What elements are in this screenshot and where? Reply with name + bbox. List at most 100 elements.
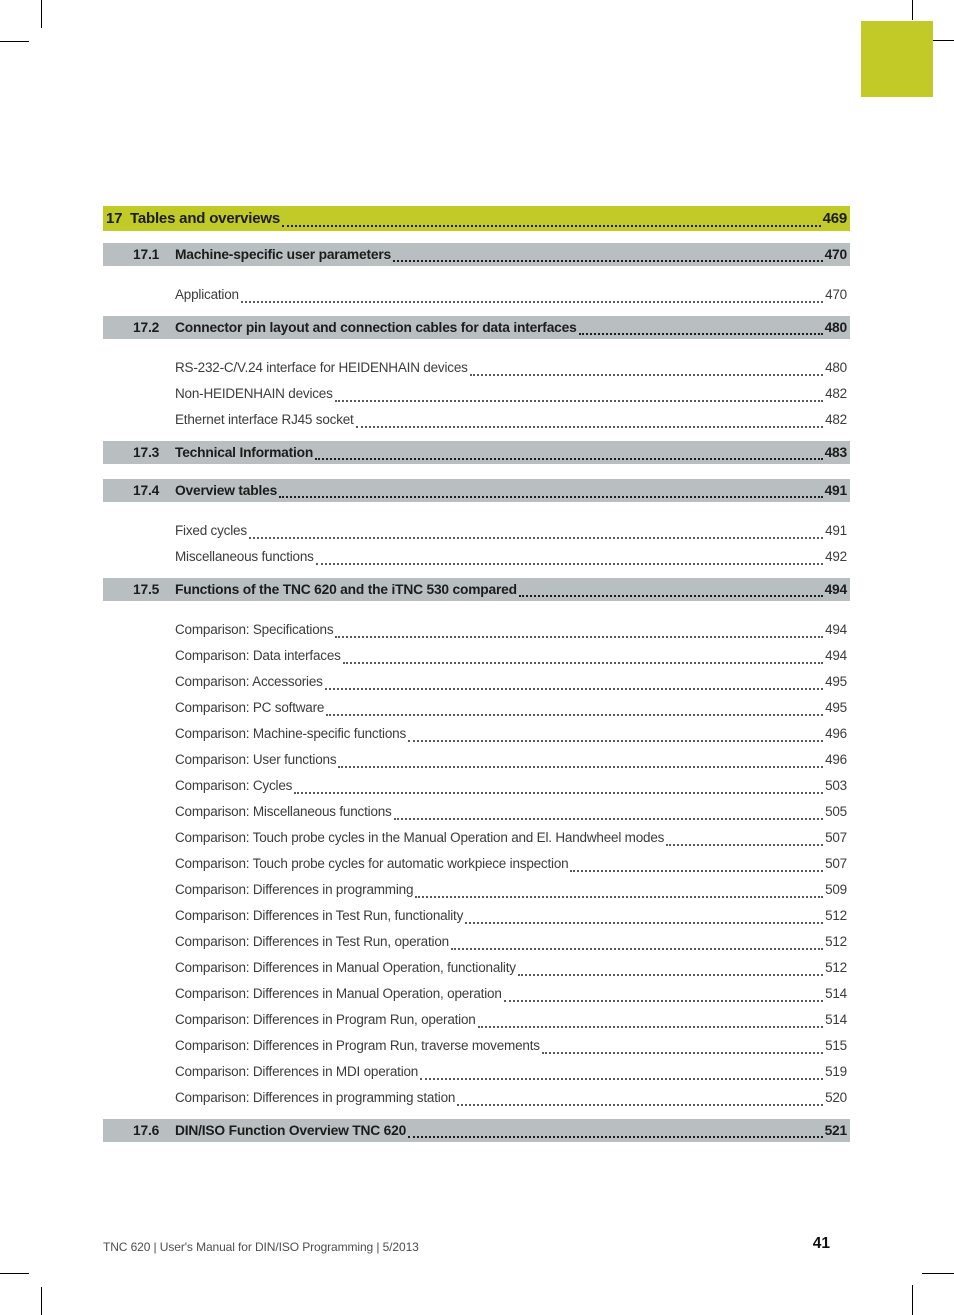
toc-section-entry[interactable]: 17.4 Overview tables 491 — [103, 479, 850, 502]
section-title: Technical Information — [175, 445, 314, 460]
dot-leader — [518, 578, 823, 597]
entry-page-number: 480 — [825, 360, 847, 375]
crop-mark-bottom-right-vertical — [912, 1285, 913, 1315]
toc-sub-entry[interactable]: Comparison: PC software 495 — [103, 695, 850, 721]
sub-entry-title: Non-HEIDENHAIN devices — [175, 386, 333, 401]
toc-sub-entry[interactable]: Application 470 — [103, 282, 850, 308]
toc-sub-entry[interactable]: Fixed cycles 491 — [103, 518, 850, 544]
entry-page-number: 509 — [825, 882, 847, 897]
toc-sub-entry[interactable]: Comparison: Touch probe cycles in the Ma… — [103, 825, 850, 851]
entry-page-number: 491 — [825, 523, 847, 538]
sub-entry-title: Comparison: Differences in Test Run, ope… — [175, 934, 449, 949]
entry-page-number: 494 — [825, 622, 847, 637]
entry-page-number: 521 — [824, 1123, 848, 1138]
toc-sub-entry[interactable]: Comparison: Differences in Program Run, … — [103, 1033, 850, 1059]
entry-page-number: 519 — [825, 1064, 847, 1079]
dot-leader — [326, 695, 824, 716]
sub-entry-title: Comparison: Differences in Manual Operat… — [175, 986, 502, 1001]
dot-leader — [408, 1119, 823, 1138]
dot-leader — [315, 544, 824, 565]
toc-sub-entry[interactable]: Non-HEIDENHAIN devices 482 — [103, 381, 850, 407]
dot-leader — [420, 1059, 824, 1080]
dot-leader — [465, 903, 824, 924]
crop-mark-bottom-right-horizontal — [922, 1273, 954, 1274]
toc-section-entry[interactable]: 17.3 Technical Information 483 — [103, 441, 850, 464]
toc-sub-entry[interactable]: Comparison: Specifications 494 — [103, 617, 850, 643]
dot-leader — [477, 1007, 824, 1028]
dot-leader — [248, 518, 824, 539]
dot-leader — [294, 773, 824, 794]
toc-sub-entry[interactable]: Comparison: Differences in Test Run, ope… — [103, 929, 850, 955]
dot-leader — [342, 643, 824, 664]
toc-section-entry[interactable]: 17.2 Connector pin layout and connection … — [103, 316, 850, 339]
toc-sub-entry[interactable]: Comparison: User functions 496 — [103, 747, 850, 773]
section-number: 17.4 — [133, 483, 160, 498]
toc-sub-entry[interactable]: Comparison: Differences in programming s… — [103, 1085, 850, 1111]
dot-leader — [393, 799, 824, 820]
toc-sub-entry[interactable]: Comparison: Differences in Program Run, … — [103, 1007, 850, 1033]
entry-page-number: 512 — [825, 908, 847, 923]
toc-sub-entry[interactable]: Comparison: Differences in MDI operation… — [103, 1059, 850, 1085]
sub-entry-title: Application — [175, 287, 239, 302]
toc-sub-entry[interactable]: Ethernet interface RJ45 socket 482 — [103, 407, 850, 433]
entry-page-number: 507 — [825, 856, 847, 871]
dot-leader — [469, 355, 824, 376]
crop-mark-top-left-horizontal — [0, 41, 29, 42]
toc-sub-entry[interactable]: Comparison: Differences in programming 50… — [103, 877, 850, 903]
entry-page-number: 494 — [825, 648, 847, 663]
dot-leader — [281, 206, 821, 227]
toc-sub-entry[interactable]: Comparison: Differences in Manual Operat… — [103, 981, 850, 1007]
entry-page-number: 514 — [825, 1012, 847, 1027]
toc-sub-entry[interactable]: Miscellaneous functions 492 — [103, 544, 850, 570]
dot-leader — [578, 316, 823, 335]
entry-page-number: 512 — [825, 934, 847, 949]
page-number: 41 — [812, 1235, 830, 1252]
entry-page-number: 492 — [825, 549, 847, 564]
crop-mark-top-left-vertical — [41, 0, 42, 28]
toc-section-entry[interactable]: 17.1 Machine-specific user parameters 470 — [103, 243, 850, 266]
entry-page-number: 470 — [825, 287, 847, 302]
entry-page-number: 491 — [824, 483, 848, 498]
toc-chapter-heading[interactable]: 17 Tables and overviews 469 — [103, 206, 850, 231]
sub-entry-title: Comparison: Specifications — [175, 622, 334, 637]
entry-page-number: 512 — [825, 960, 847, 975]
dot-leader — [335, 617, 824, 638]
toc-sub-entry[interactable]: Comparison: Cycles 503 — [103, 773, 850, 799]
sub-entry-title: Comparison: PC software — [175, 700, 325, 715]
entry-page-number: 483 — [824, 445, 848, 460]
toc-sub-entry[interactable]: Comparison: Touch probe cycles for autom… — [103, 851, 850, 877]
crop-mark-top-right-vertical — [912, 0, 913, 20]
entry-page-number: 494 — [824, 582, 848, 597]
entry-page-number: 496 — [825, 752, 847, 767]
toc-sub-entry[interactable]: RS-232-C/V.24 interface for HEIDENHAIN d… — [103, 355, 850, 381]
sub-entry-title: Fixed cycles — [175, 523, 247, 538]
toc-sub-entry[interactable]: Comparison: Machine-specific functions 49… — [103, 721, 850, 747]
sub-entry-title: Comparison: Accessories — [175, 674, 323, 689]
toc-sub-entry[interactable]: Comparison: Differences in Manual Operat… — [103, 955, 850, 981]
crop-mark-bottom-left-vertical — [41, 1287, 42, 1315]
chapter-number: 17 — [106, 210, 123, 227]
section-title: Overview tables — [175, 483, 278, 498]
section-number: 17.1 — [133, 247, 160, 262]
dot-leader — [338, 747, 824, 768]
dot-leader — [324, 669, 824, 690]
toc-entries: 17.1 Machine-specific user parameters 470 A… — [103, 243, 850, 1142]
section-number: 17.6 — [133, 1123, 160, 1138]
toc-sub-entry[interactable]: Comparison: Accessories 495 — [103, 669, 850, 695]
toc-section-entry[interactable]: 17.5 Functions of the TNC 620 and the iTN… — [103, 578, 850, 601]
toc-sub-entry[interactable]: Comparison: Miscellaneous functions 505 — [103, 799, 850, 825]
sub-entry-title: Comparison: Miscellaneous functions — [175, 804, 392, 819]
sub-entry-title: Comparison: Differences in Program Run, … — [175, 1038, 540, 1053]
toc-sub-entry[interactable]: Comparison: Data interfaces 494 — [103, 643, 850, 669]
sub-entry-title: Comparison: Differences in MDI operation — [175, 1064, 419, 1079]
sub-entry-title: Comparison: Differences in programming — [175, 882, 414, 897]
section-title: Functions of the TNC 620 and the iTNC 53… — [175, 582, 517, 597]
sub-entry-title: Comparison: Touch probe cycles in the Ma… — [175, 830, 665, 845]
entry-page-number: 507 — [825, 830, 847, 845]
section-title: DIN/ISO Function Overview TNC 620 — [175, 1123, 407, 1138]
dot-leader — [279, 479, 823, 498]
dot-leader — [315, 441, 823, 460]
toc-sub-entry[interactable]: Comparison: Differences in Test Run, fun… — [103, 903, 850, 929]
dot-leader — [570, 851, 824, 872]
toc-section-entry[interactable]: 17.6 DIN/ISO Function Overview TNC 620 521 — [103, 1119, 850, 1142]
